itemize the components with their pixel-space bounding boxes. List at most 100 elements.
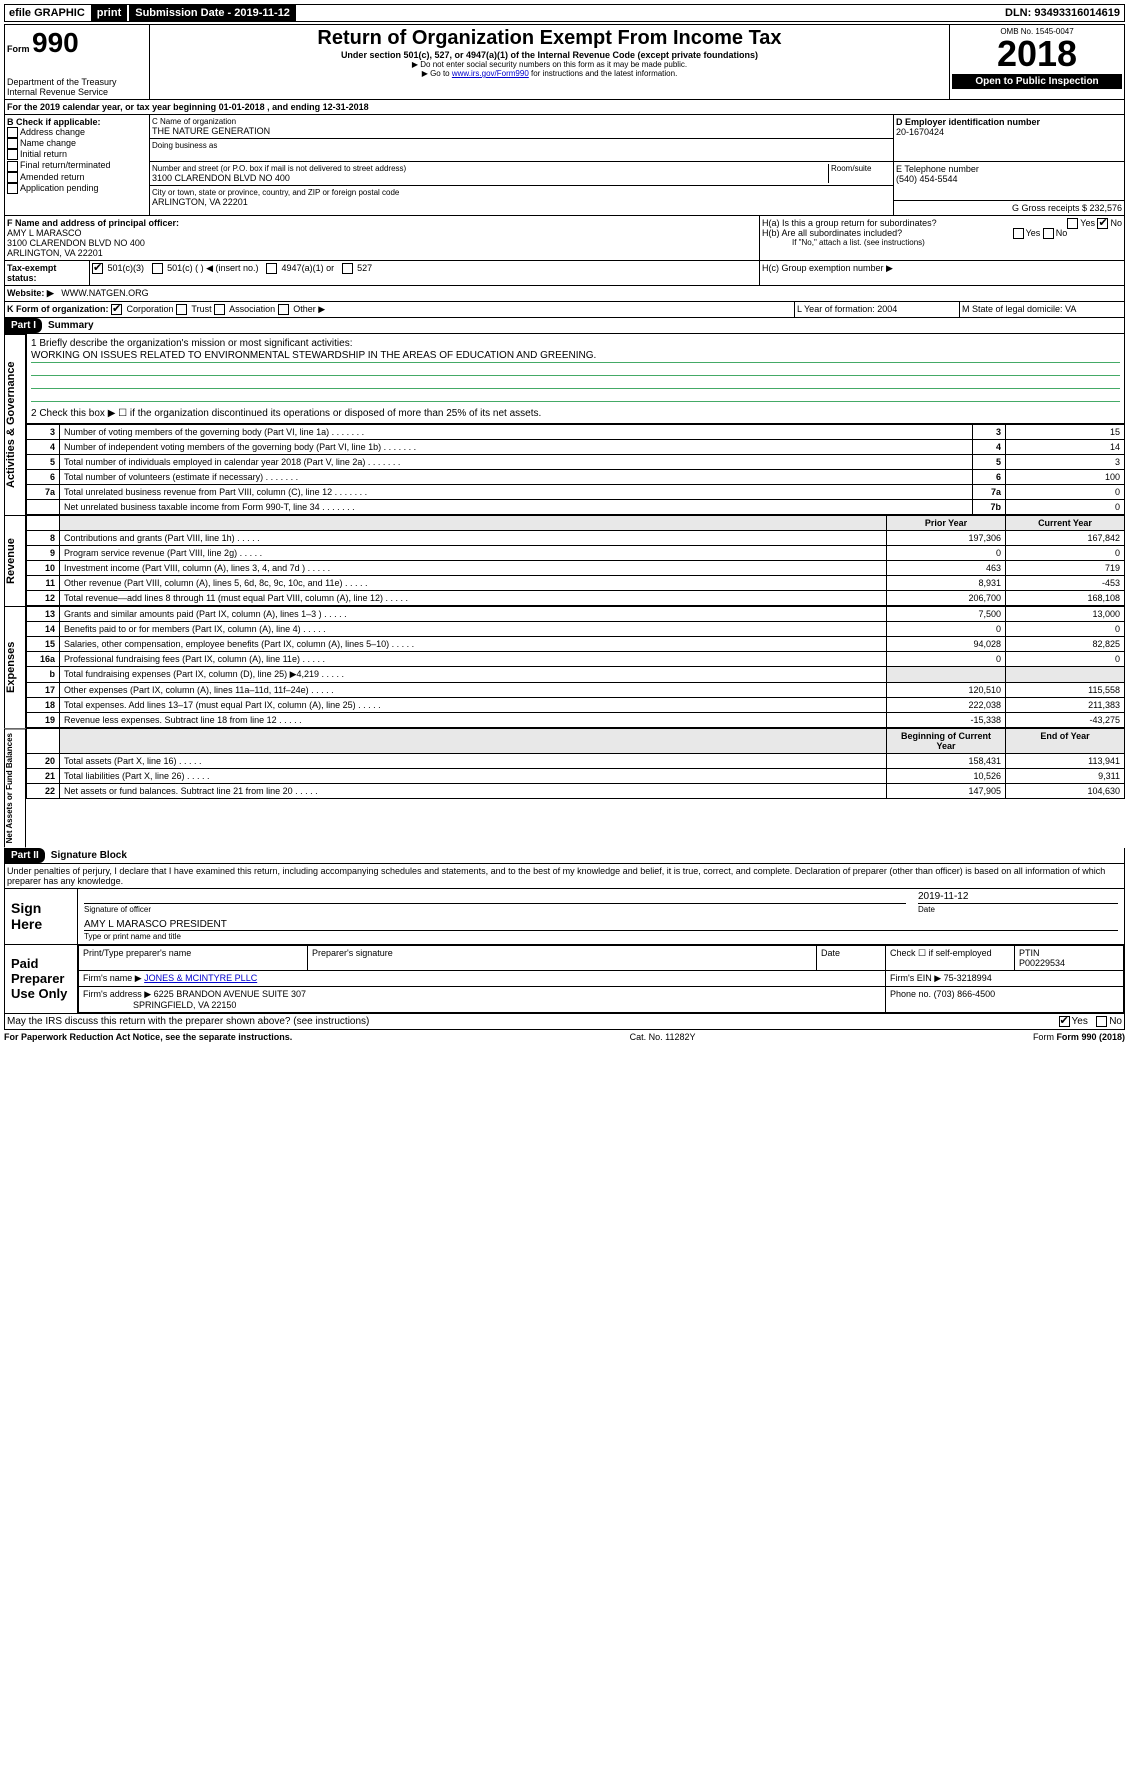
table-row: 5Total number of individuals employed in…	[27, 455, 1125, 470]
g-label: G Gross receipts $ 232,576	[896, 203, 1122, 213]
table-row: 17Other expenses (Part IX, column (A), l…	[27, 683, 1125, 698]
table-row: 18Total expenses. Add lines 13–17 (must …	[27, 698, 1125, 713]
irs-link[interactable]: www.irs.gov/Form990	[452, 69, 529, 78]
chk-501c[interactable]	[152, 263, 163, 274]
table-row: bTotal fundraising expenses (Part IX, co…	[27, 667, 1125, 683]
dln-label: DLN: 93493316014619	[1001, 5, 1124, 21]
phone-value: (540) 454-5544	[896, 174, 1122, 184]
note-ssn: ▶ Do not enter social security numbers o…	[152, 60, 947, 69]
table-row: 7aTotal unrelated business revenue from …	[27, 485, 1125, 500]
table-row: 21Total liabilities (Part X, line 26) . …	[27, 769, 1125, 784]
part1-title: Summary	[42, 318, 100, 333]
dept-label: Department of the Treasury Internal Reve…	[7, 77, 147, 97]
table-row: 20Total assets (Part X, line 16) . . . .…	[27, 754, 1125, 769]
city-state-zip: ARLINGTON, VA 22201	[152, 197, 891, 207]
officer-name: AMY L MARASCO	[7, 228, 757, 238]
firm-ein: 75-3218994	[944, 973, 992, 983]
table-row: 8Contributions and grants (Part VIII, li…	[27, 531, 1125, 546]
hb-note: If "No," attach a list. (see instruction…	[762, 238, 1122, 247]
sign-here-label: Sign Here	[5, 889, 78, 944]
form-header: Form 990 Department of the Treasury Inte…	[4, 24, 1125, 100]
table-row: 3Number of voting members of the governi…	[27, 425, 1125, 440]
section-f-h: F Name and address of principal officer:…	[4, 216, 1125, 261]
table-row: 10Investment income (Part VIII, column (…	[27, 561, 1125, 576]
hb-label: H(b) Are all subordinates included? Yes …	[762, 228, 1122, 238]
chk-assoc[interactable]	[214, 304, 225, 315]
officer-addr1: 3100 CLARENDON BLVD NO 400	[7, 238, 757, 248]
discuss-yes[interactable]	[1059, 1016, 1070, 1027]
paid-preparer-label: Paid Preparer Use Only	[5, 945, 78, 1013]
org-name: THE NATURE GENERATION	[152, 126, 891, 136]
netassets-table: Beginning of Current YearEnd of Year 20T…	[26, 728, 1125, 799]
f-label: F Name and address of principal officer:	[7, 218, 757, 228]
chk-corp[interactable]	[111, 304, 122, 315]
part1-label: Part I	[5, 318, 42, 333]
discuss-no[interactable]	[1096, 1016, 1107, 1027]
table-row: 4Number of independent voting members of…	[27, 440, 1125, 455]
expenses-table: 13Grants and similar amounts paid (Part …	[26, 606, 1125, 728]
chk-name-change[interactable]: Name change	[7, 138, 147, 149]
line1-label: 1 Briefly describe the organization's mi…	[31, 338, 1120, 349]
firm-name-link[interactable]: JONES & MCINTYRE PLLC	[144, 973, 257, 983]
d-label: D Employer identification number	[896, 117, 1122, 127]
chk-final-return[interactable]: Final return/terminated	[7, 160, 147, 171]
form-subtitle: Under section 501(c), 527, or 4947(a)(1)…	[152, 50, 947, 60]
chk-application-pending[interactable]: Application pending	[7, 183, 147, 194]
b-label: B Check if applicable:	[7, 117, 147, 127]
page-footer: For Paperwork Reduction Act Notice, see …	[4, 1032, 1125, 1042]
table-row: 6Total number of volunteers (estimate if…	[27, 470, 1125, 485]
table-row: 19Revenue less expenses. Subtract line 1…	[27, 713, 1125, 728]
k-label: K Form of organization:	[7, 304, 109, 314]
hc-label: H(c) Group exemption number ▶	[760, 261, 1124, 285]
table-row: 12Total revenue—add lines 8 through 11 (…	[27, 591, 1125, 606]
table-row: 22Net assets or fund balances. Subtract …	[27, 784, 1125, 799]
table-row: Net unrelated business taxable income fr…	[27, 500, 1125, 515]
chk-other[interactable]	[278, 304, 289, 315]
section-b-to-g: B Check if applicable: Address change Na…	[4, 115, 1125, 216]
m-label: M State of legal domicile: VA	[960, 302, 1124, 317]
chk-501c3[interactable]	[92, 263, 103, 274]
j-label: Website: ▶	[7, 288, 54, 298]
table-row: 11Other revenue (Part VIII, column (A), …	[27, 576, 1125, 591]
website-value: WWW.NATGEN.ORG	[61, 288, 148, 298]
governance-table: 3Number of voting members of the governi…	[26, 424, 1125, 515]
firm-phone: (703) 866-4500	[934, 989, 996, 999]
e-label: E Telephone number	[896, 164, 1122, 174]
table-row: 13Grants and similar amounts paid (Part …	[27, 607, 1125, 622]
room-label: Room/suite	[828, 164, 891, 183]
chk-initial-return[interactable]: Initial return	[7, 149, 147, 160]
i-label: Tax-exempt status:	[5, 261, 90, 285]
revenue-table: Prior YearCurrent Year 8Contributions an…	[26, 515, 1125, 606]
ein-value: 20-1670424	[896, 127, 1122, 137]
officer-print-name: AMY L MARASCO PRESIDENT	[84, 919, 1118, 931]
side-netassets: Net Assets or Fund Balances	[4, 728, 26, 847]
print-button[interactable]: print	[91, 5, 127, 21]
ha-label: H(a) Is this a group return for subordin…	[762, 218, 1122, 228]
top-toolbar: efile GRAPHIC print Submission Date - 20…	[4, 4, 1125, 22]
ptin-value: P00229534	[1019, 958, 1065, 968]
table-row: 9Program service revenue (Part VIII, lin…	[27, 546, 1125, 561]
chk-527[interactable]	[342, 263, 353, 274]
chk-amended-return[interactable]: Amended return	[7, 172, 147, 183]
open-inspection: Open to Public Inspection	[952, 74, 1122, 89]
submission-date-button[interactable]: Submission Date - 2019-11-12	[129, 5, 296, 21]
note-goto: ▶ Go to www.irs.gov/Form990 for instruct…	[152, 69, 947, 78]
table-row: 15Salaries, other compensation, employee…	[27, 637, 1125, 652]
line2-text: 2 Check this box ▶ ☐ if the organization…	[31, 408, 1120, 419]
chk-trust[interactable]	[176, 304, 187, 315]
l-label: L Year of formation: 2004	[795, 302, 960, 317]
chk-address-change[interactable]: Address change	[7, 127, 147, 138]
side-revenue: Revenue	[4, 515, 26, 606]
side-governance: Activities & Governance	[4, 334, 26, 515]
c-label: C Name of organization	[152, 117, 891, 126]
form-title: Return of Organization Exempt From Incom…	[152, 27, 947, 50]
line-a: For the 2019 calendar year, or tax year …	[5, 100, 1124, 114]
form-word: Form	[7, 44, 30, 54]
form-number: 990	[32, 27, 79, 58]
efile-label: efile GRAPHIC	[5, 5, 89, 21]
street-address: 3100 CLARENDON BLVD NO 400	[152, 173, 828, 183]
sign-here-box: Sign Here Signature of officer 2019-11-1…	[4, 889, 1125, 945]
part2-label: Part II	[5, 848, 45, 863]
chk-4947[interactable]	[266, 263, 277, 274]
city-label: City or town, state or province, country…	[152, 188, 891, 197]
